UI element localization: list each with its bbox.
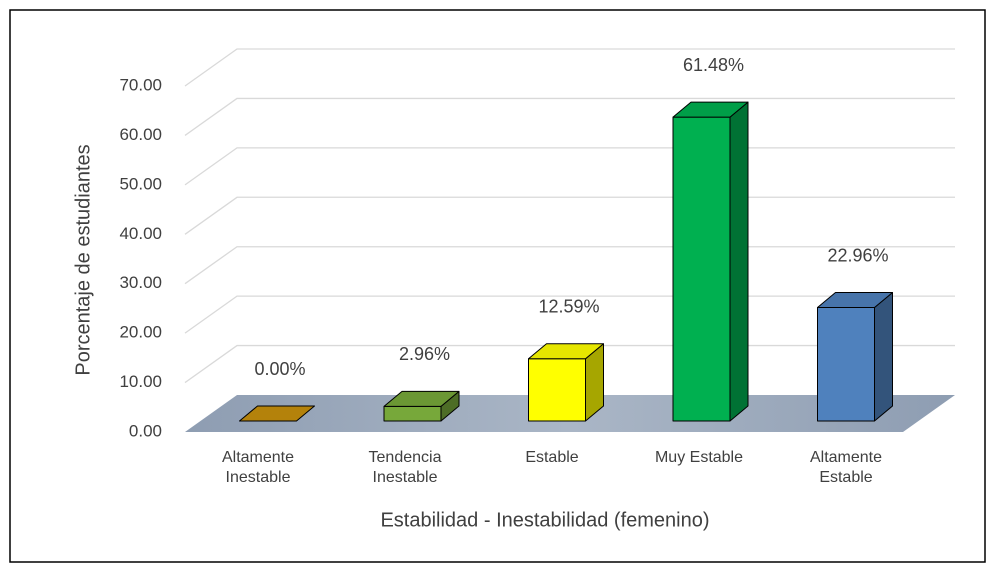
- value-label: 12.59%: [538, 297, 599, 317]
- y-tick-label: 70.00: [119, 75, 162, 94]
- bar-top: [528, 343, 604, 360]
- x-tick-label: Altamente Estable: [809, 449, 883, 486]
- chart-border: [9, 9, 986, 563]
- bar-front: [528, 358, 586, 422]
- grid-line: [184, 97, 955, 136]
- value-label: 2.96%: [399, 344, 450, 364]
- x-tick-label: Tendencia Inestable: [368, 449, 442, 486]
- y-axis-title: Porcentaje de estudiantes: [72, 144, 94, 375]
- value-label: 22.96%: [827, 245, 888, 265]
- bar-front: [817, 307, 875, 422]
- x-axis-title: Estabilidad - Inestabilidad (femenino): [380, 509, 709, 531]
- bar-top: [817, 292, 893, 309]
- bar-top: [672, 101, 749, 118]
- bar-side: [729, 101, 749, 422]
- bar-top: [239, 405, 315, 422]
- x-tick-label: Altamente Inestable: [221, 449, 295, 486]
- bar-top: [383, 390, 460, 407]
- grid-line: [184, 48, 955, 87]
- y-tick-label: 40.00: [119, 224, 162, 243]
- y-tick-label: 20.00: [119, 323, 162, 342]
- y-tick-label: 0.00: [129, 421, 162, 440]
- y-tick-label: 30.00: [119, 273, 162, 292]
- value-label: 0.00%: [254, 359, 305, 379]
- bar-front: [672, 116, 731, 422]
- bar-side: [874, 292, 893, 422]
- y-tick-label: 60.00: [119, 125, 162, 144]
- y-tick-label: 10.00: [119, 372, 162, 391]
- y-tick-label: 50.00: [119, 174, 162, 193]
- bar-front: [383, 405, 442, 422]
- x-tick-label: Estable: [525, 449, 579, 466]
- value-label: 61.48%: [683, 55, 744, 75]
- x-tick-label: Muy Estable: [654, 449, 744, 466]
